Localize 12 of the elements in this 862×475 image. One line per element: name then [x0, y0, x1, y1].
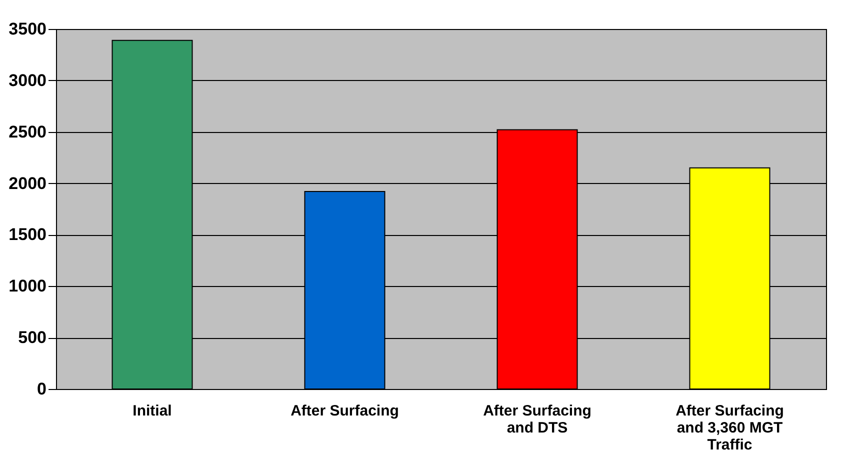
y-tick-label: 1500 [8, 225, 46, 244]
y-tick-label: 3000 [8, 70, 46, 90]
y-tick-label: 0 [37, 380, 46, 398]
x-tick-label: After Surfacing and 3,360 MGT Traffic [676, 402, 784, 454]
x-tick-label: After Surfacing [290, 402, 399, 420]
x-tick-label: Initial [132, 402, 172, 420]
y-tick-label: 2500 [8, 122, 46, 142]
x-tick-label: After Surfacing and DTS [483, 402, 592, 436]
y-tick-label: 2000 [8, 174, 46, 193]
y-tick-label: 3500 [8, 20, 46, 38]
y-tick-label: 1000 [8, 276, 46, 296]
y-tick-label: 500 [18, 328, 46, 348]
